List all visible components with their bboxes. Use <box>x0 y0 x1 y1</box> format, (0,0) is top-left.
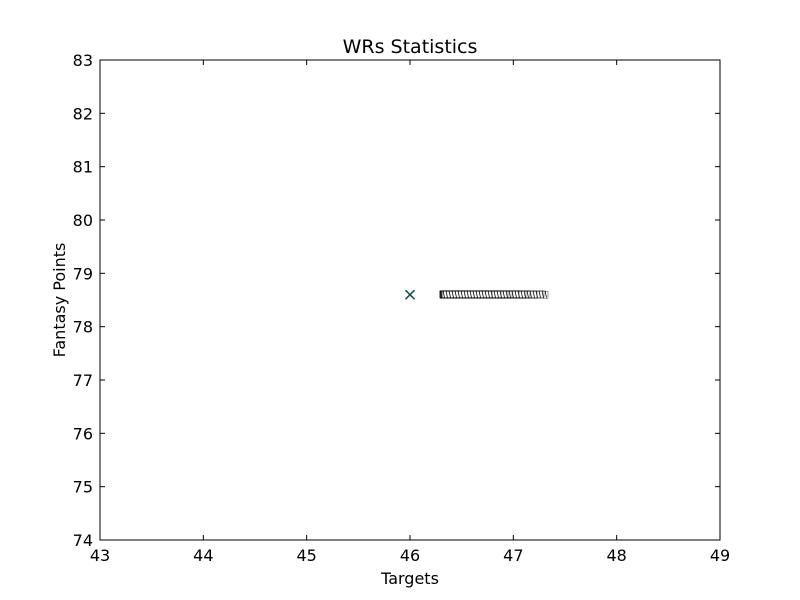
overlapping-label-stroke <box>517 290 520 298</box>
overlapping-label-stroke <box>490 290 493 298</box>
y-tick-label: 75 <box>73 478 93 497</box>
overlapping-label-stroke <box>463 290 466 298</box>
overlapping-label-stroke <box>487 290 490 298</box>
point-label-cluster <box>439 290 549 299</box>
x-tick-label: 43 <box>90 546 110 565</box>
y-tick-label: 82 <box>73 104 93 123</box>
overlapping-label-stroke <box>499 290 502 298</box>
x-tick-label: 46 <box>400 546 420 565</box>
y-tick-label: 83 <box>73 51 93 70</box>
overlapping-label-stroke <box>529 290 532 298</box>
overlapping-label-stroke <box>445 290 448 298</box>
overlapping-label-stroke <box>457 290 460 298</box>
x-tick-label: 45 <box>296 546 316 565</box>
overlapping-label-stroke <box>532 290 535 298</box>
overlapping-label-stroke <box>535 290 538 298</box>
x-tick-label: 47 <box>503 546 523 565</box>
overlapping-label-stroke <box>472 290 475 298</box>
overlapping-label-stroke <box>526 290 529 298</box>
overlapping-label-stroke <box>511 290 514 298</box>
overlapping-label-stroke <box>460 290 463 298</box>
overlapping-label-stroke <box>451 290 454 298</box>
x-axis-title: Targets <box>380 569 439 588</box>
overlapping-label-stroke <box>496 290 499 298</box>
overlapping-label-stroke <box>478 290 481 298</box>
overlapping-label-stroke <box>514 290 517 298</box>
overlapping-label-stroke <box>508 290 511 298</box>
overlapping-label-stroke <box>502 290 505 298</box>
overlapping-label-stroke <box>520 290 523 298</box>
overlapping-label-stroke <box>454 290 457 298</box>
x-axis-ticks: 43 44 45 46 47 48 49 <box>90 60 730 565</box>
y-axis-ticks: 74 75 76 77 78 79 80 81 82 83 <box>73 51 720 550</box>
plot-area <box>99 59 721 541</box>
overlapping-label-stroke <box>505 290 508 298</box>
overlapping-label-stroke <box>466 290 469 298</box>
overlapping-label-stroke <box>481 290 484 298</box>
x-tick-label: 44 <box>193 546 213 565</box>
data-points <box>404 289 416 300</box>
chart-title: WRs Statistics <box>343 36 478 58</box>
overlapping-label-stroke <box>538 290 541 298</box>
y-tick-label: 76 <box>73 424 93 443</box>
y-tick-label: 80 <box>73 211 93 230</box>
y-tick-label: 78 <box>73 318 93 337</box>
overlapping-label-stroke <box>484 290 487 298</box>
y-tick-label: 74 <box>73 531 93 550</box>
overlapping-label-glyphs <box>441 290 545 298</box>
overlapping-label-stroke <box>442 290 445 298</box>
y-tick-label: 81 <box>73 158 93 177</box>
overlapping-label-stroke <box>475 290 478 298</box>
overlapping-label-stroke <box>469 290 472 298</box>
overlapping-label-stroke <box>493 290 496 298</box>
y-tick-label: 79 <box>73 264 93 283</box>
y-tick-label: 77 <box>73 371 93 390</box>
x-tick-label: 48 <box>606 546 626 565</box>
overlapping-label-stroke <box>541 290 544 298</box>
y-axis-title: Fantasy Points <box>50 243 69 358</box>
overlapping-label-stroke <box>439 290 442 298</box>
scatter-point <box>404 289 416 300</box>
overlapping-label-stroke <box>544 290 547 298</box>
overlapping-label-stroke <box>523 290 526 298</box>
overlapping-label-stroke <box>448 290 451 298</box>
x-tick-label: 49 <box>710 546 730 565</box>
